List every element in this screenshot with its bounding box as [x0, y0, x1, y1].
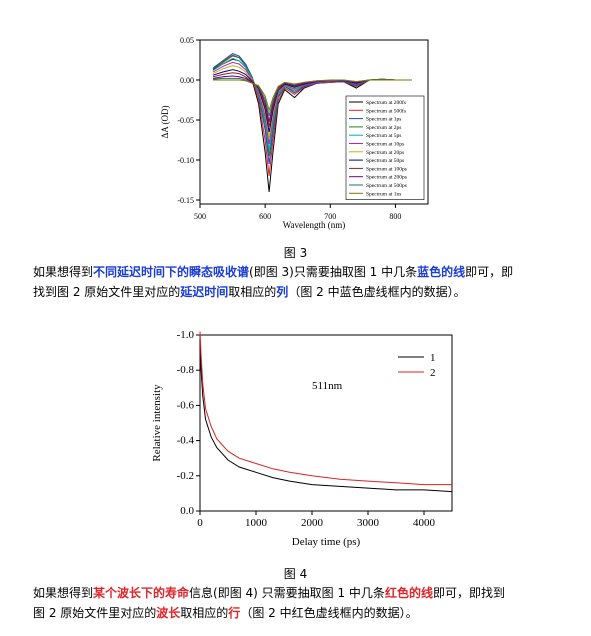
text: 如果想得到 — [33, 586, 94, 600]
legend-label: Spectrum at 1ps — [366, 117, 401, 123]
legend-label: Spectrum at 1ns — [366, 191, 401, 197]
plot-frame — [199, 334, 453, 512]
legend-label: Spectrum at 200ps — [366, 175, 407, 181]
legend-label: Spectrum at 500ps — [366, 183, 407, 189]
highlight-blue: 不同延迟时间下的瞬态吸收谱 — [93, 265, 250, 279]
plot-frame — [199, 39, 429, 205]
x-tick-label: 600 — [259, 212, 271, 221]
legend-label: Spectrum at 500fs — [366, 107, 406, 114]
highlight-blue: 延迟时间 — [180, 285, 229, 299]
figure-4-caption: 图 4 — [283, 567, 308, 581]
legend-label: Spectrum at 5ps — [366, 133, 401, 139]
x-tick-label: 1000 — [245, 517, 268, 529]
highlight-red: 红色的线 — [384, 586, 433, 600]
y-tick-label: 0.0 — [180, 505, 194, 517]
text: 取相应的 — [180, 606, 229, 620]
legend-label: 1 — [430, 352, 436, 364]
highlight-red: 波长 — [156, 606, 181, 620]
text: 即可，即找到 — [432, 586, 505, 600]
y-tick-label: -0.6 — [177, 399, 195, 411]
text: （图 2 中蓝色虚线框内的数据）。 — [288, 285, 466, 299]
text: （图 2 中红色虚线框内的数据）。 — [240, 606, 418, 620]
legend-label: Spectrum at 20ps — [366, 150, 404, 156]
x-tick-label: 0 — [197, 517, 203, 529]
highlight-red: 某个波长下的寿命 — [93, 586, 190, 600]
highlight-blue: 蓝色的线 — [417, 265, 466, 279]
text: 图 2 原始文件里对应的 — [33, 606, 157, 620]
y-axis-label: Relative intensity — [151, 384, 163, 462]
y-tick-label: -0.2 — [177, 470, 194, 482]
highlight-red: 行 — [228, 606, 241, 620]
paragraph-figure-4: 如果想得到某个波长下的寿命信息(即图 4) 只需要抽取图 1 中几条红色的线即可… — [33, 583, 573, 623]
series-line — [213, 79, 412, 113]
y-tick-label: -0.10 — [177, 156, 194, 165]
legend-label: Spectrum at 2ps — [366, 125, 401, 131]
y-axis-label: ΔA (OD) — [160, 105, 170, 138]
figure-3-caption: 图 3 — [283, 246, 308, 260]
x-tick-label: 500 — [194, 212, 206, 221]
chart-annotation: 511nm — [312, 380, 343, 392]
text: 即可，即 — [465, 265, 514, 279]
y-tick-label: -0.05 — [177, 116, 194, 125]
x-tick-label: 2000 — [301, 517, 324, 529]
y-tick-label: -0.8 — [177, 364, 195, 376]
series-line — [199, 331, 452, 486]
y-tick-label: -0.15 — [177, 196, 194, 205]
figure-4-chart: 0 1000 2000 3000 4000 -1.0 -0.8 -0.6 -0.4 -0.2 0.0… — [151, 329, 453, 548]
paragraph-figure-3: 如果想得到不同延迟时间下的瞬态吸收谱(即图 3)只需要抽取图 1 中几条蓝色的线… — [33, 262, 573, 302]
y-tick-label: -0.4 — [177, 435, 195, 447]
x-axis-label: Wavelength (nm) — [283, 220, 346, 230]
text: 找到图 2 原始文件里对应的 — [33, 285, 181, 299]
text: 如果想得到 — [33, 265, 94, 279]
highlight-blue: 列 — [276, 285, 289, 299]
text: (即图 3)只需要抽取图 1 中几条 — [249, 265, 418, 279]
y-tick-label: 0.00 — [180, 76, 194, 85]
legend-label: Spectrum at 50ps — [366, 158, 404, 164]
text: 取相应的 — [228, 285, 277, 299]
x-tick-label: 800 — [389, 212, 401, 221]
legend-box — [345, 95, 425, 200]
figure-3-chart: 500 600 700 800 0.05 0.00 -0.05 -0.10 -0.15 Wavel… — [160, 36, 429, 230]
y-tick-label: -1.0 — [177, 329, 195, 341]
x-tick-label: 4000 — [413, 517, 436, 529]
y-tick-label: 0.05 — [180, 36, 194, 45]
x-tick-label: 3000 — [357, 517, 380, 529]
legend-label: Spectrum at 10ps — [366, 142, 404, 148]
legend-label: Spectrum at 200fs — [366, 99, 406, 106]
legend-label: 2 — [430, 367, 436, 379]
x-axis-label: Delay time (ps) — [292, 536, 361, 548]
x-tick-label: 700 — [324, 212, 336, 221]
legend-label: Spectrum at 100ps — [366, 166, 407, 172]
series-line — [199, 338, 453, 493]
text: 信息(即图 4) 只需要抽取图 1 中几条 — [189, 586, 385, 600]
